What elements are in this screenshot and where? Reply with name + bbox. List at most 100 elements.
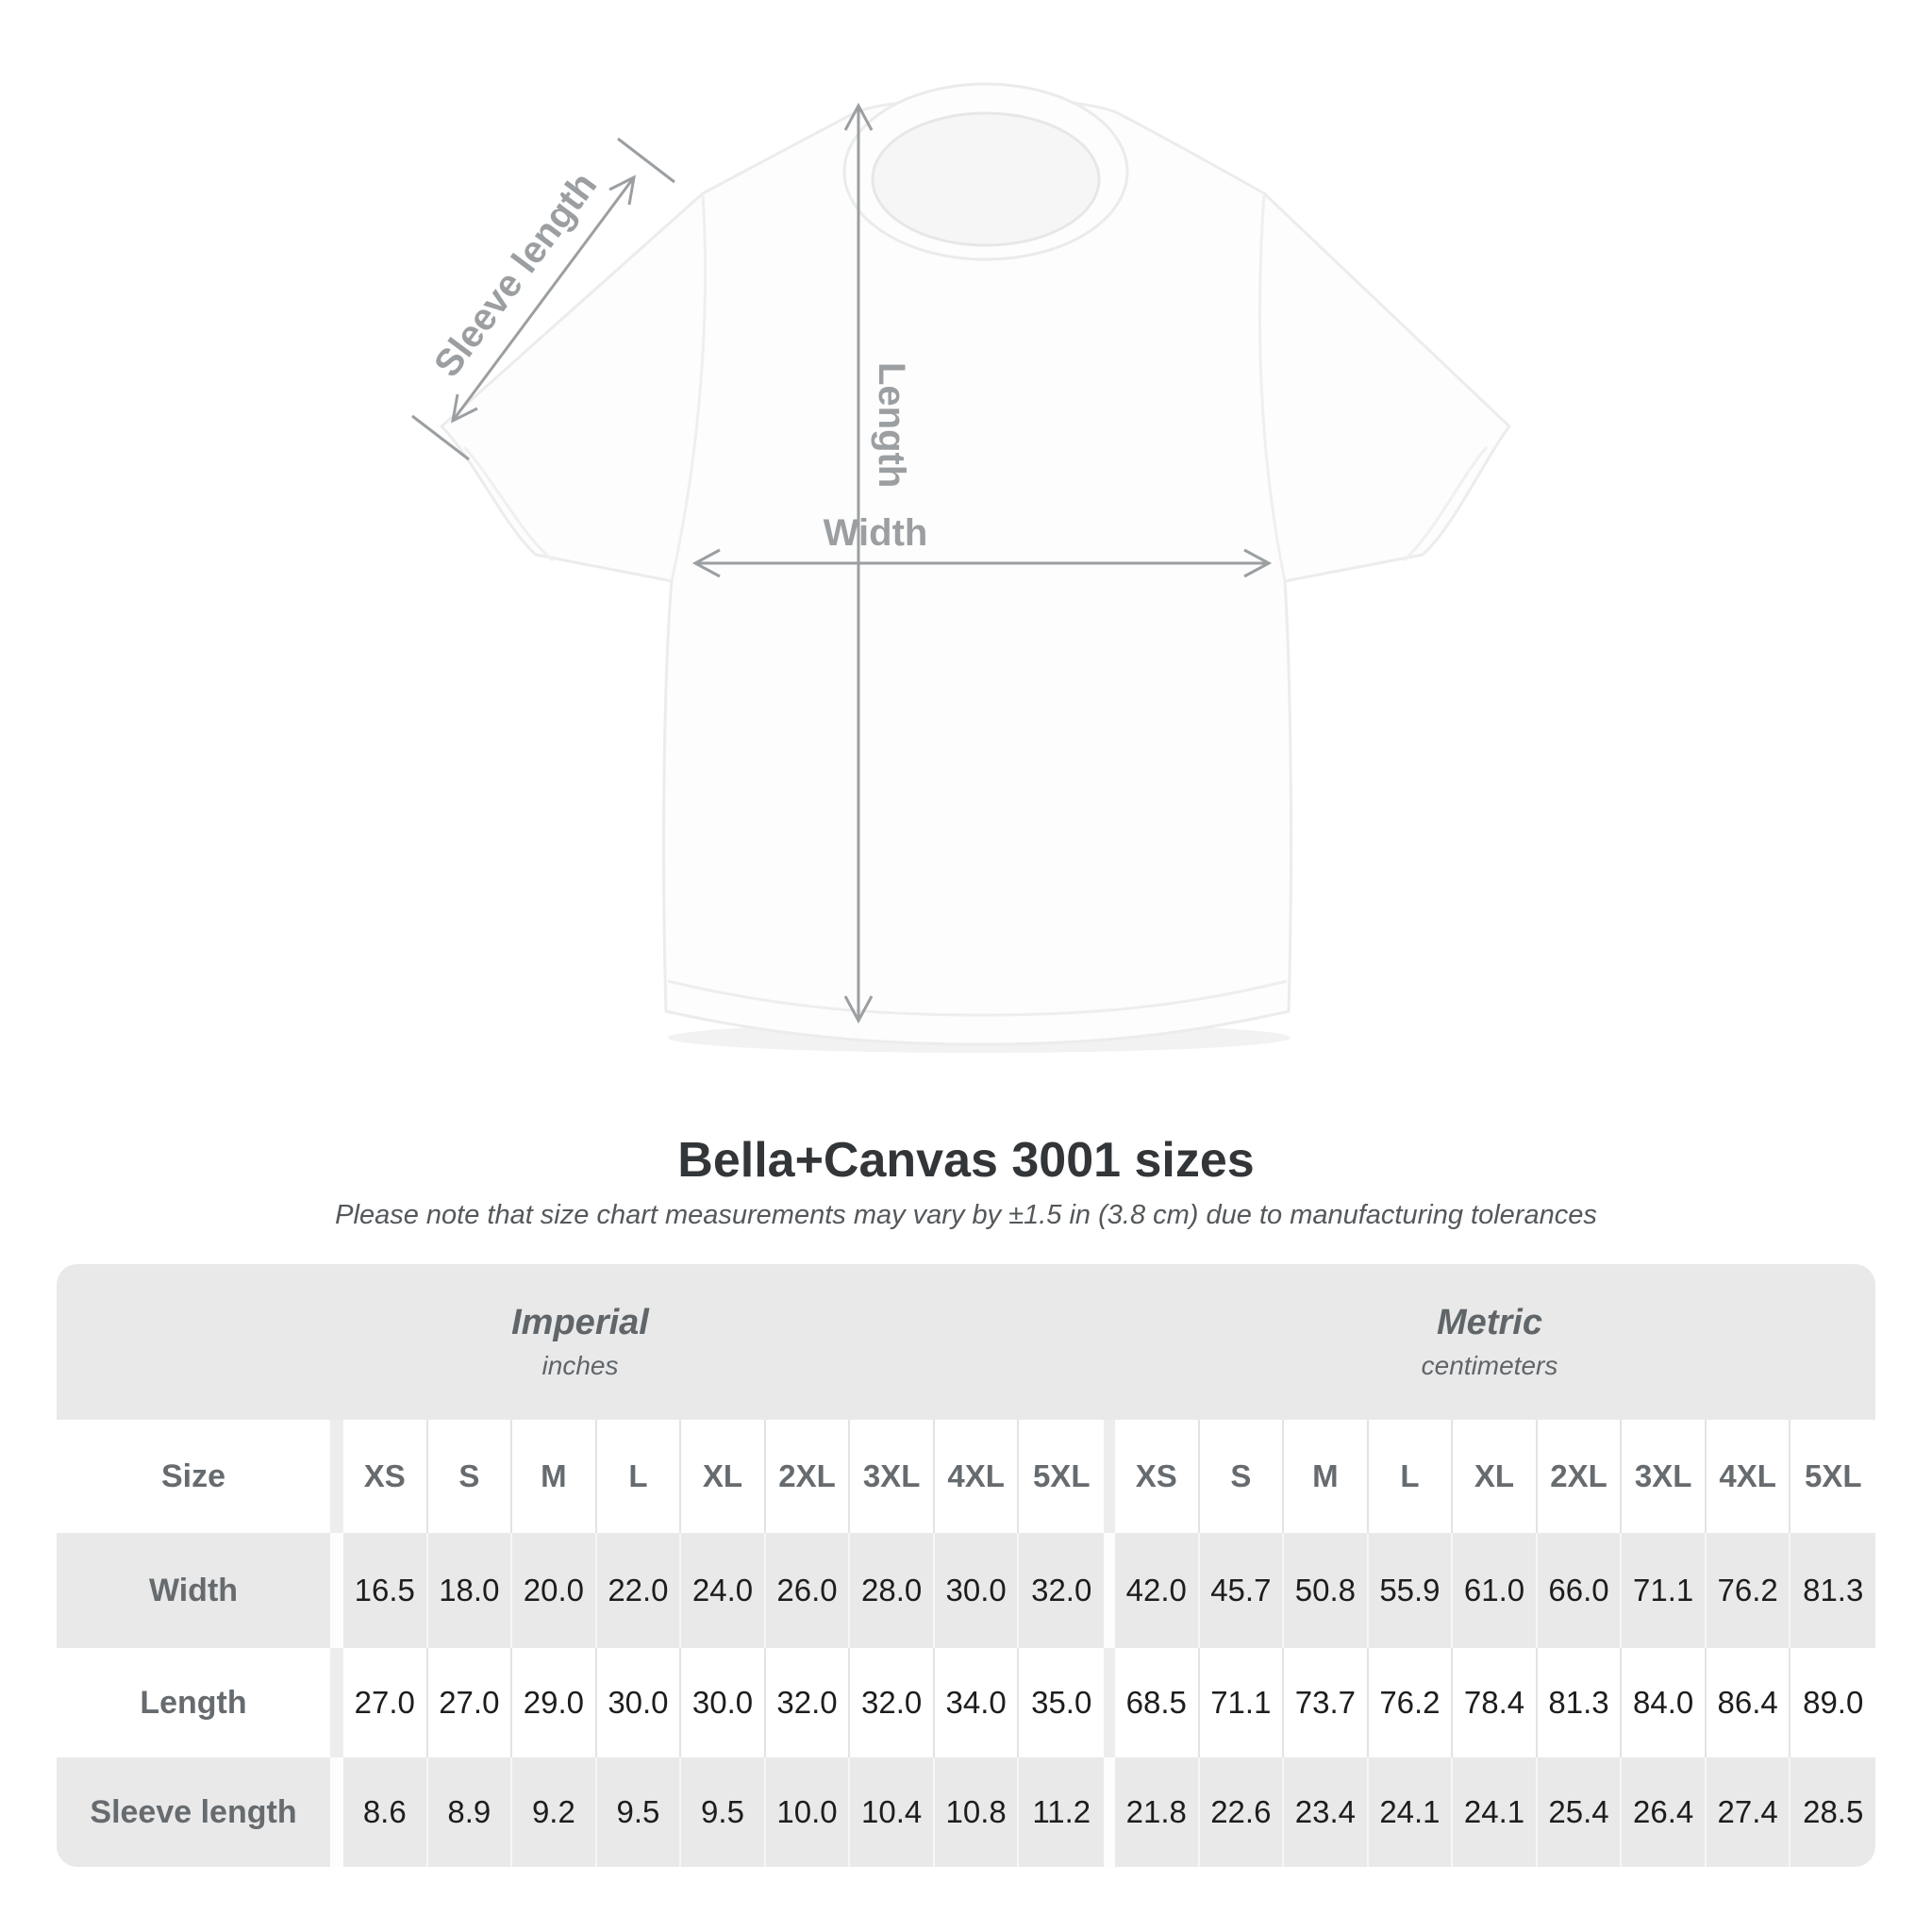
right-sleeve-hem <box>1403 446 1489 562</box>
imperial-sublabel: inches <box>541 1351 619 1380</box>
value-cell: 11.2 <box>1032 1794 1091 1829</box>
value-cell: 32.0 <box>765 1648 851 1757</box>
right-sleeve-seam <box>1257 194 1287 582</box>
size-col-header: XL <box>1453 1420 1538 1533</box>
value-cell: 26.0 <box>766 1533 851 1648</box>
value-cell: 10.0 <box>766 1757 851 1867</box>
size-col-header: 5XL <box>1790 1420 1875 1533</box>
value-cell: 8.9 <box>428 1757 513 1867</box>
value-cell: 25.4 <box>1538 1757 1623 1867</box>
value-cell: 89.0 <box>1790 1648 1875 1757</box>
row-label: Sleeve length <box>90 1793 297 1830</box>
size-col-header: 4XL <box>1706 1420 1791 1533</box>
column-gap <box>330 1648 343 1757</box>
size-col-header: L <box>1368 1420 1454 1533</box>
imperial-header: Imperial inches <box>57 1264 1104 1420</box>
size-col-header: M <box>1284 1420 1369 1533</box>
column-gap <box>1104 1420 1115 1533</box>
value-cell: 24.1 <box>1453 1757 1538 1867</box>
size-col-header: M <box>512 1420 597 1533</box>
value-cell: 30.0 <box>935 1533 1020 1648</box>
size-col-header: XS <box>1115 1420 1200 1533</box>
value-cell: 35.0 <box>1019 1648 1104 1757</box>
value-cell: 66.0 <box>1538 1533 1623 1648</box>
value-cell: 28.5 <box>1803 1794 1864 1829</box>
width-measure-arrow <box>691 548 1273 578</box>
value-cell: 9.5 <box>597 1757 682 1867</box>
size-col-header: 2XL <box>1537 1420 1623 1533</box>
value-cell: 30.0 <box>681 1648 766 1757</box>
value-cell: 61.0 <box>1453 1533 1538 1648</box>
value-cell: 22.0 <box>597 1533 682 1648</box>
collar-inner <box>871 111 1101 247</box>
size-header-row: Size XS S M L XL 2XL 3XL 4XL 5XL XS S M … <box>57 1420 1875 1533</box>
value-cell: 10.8 <box>935 1757 1020 1867</box>
value-cell: 21.8 <box>1115 1757 1200 1867</box>
column-gap <box>330 1533 343 1648</box>
value-cell: 71.1 <box>1622 1533 1707 1648</box>
value-cell: 55.9 <box>1369 1533 1454 1648</box>
imperial-label: Imperial <box>511 1303 649 1342</box>
value-cell: 18.0 <box>428 1533 513 1648</box>
value-cell: 27.0 <box>427 1648 513 1757</box>
value-cell: 29.0 <box>512 1648 597 1757</box>
size-col-header: L <box>596 1420 682 1533</box>
metric-sublabel: centimeters <box>1421 1351 1558 1380</box>
value-cell: 30.0 <box>596 1648 682 1757</box>
value-cell: 81.3 <box>1803 1573 1864 1607</box>
column-gap <box>330 1757 343 1867</box>
value-cell: 32.0 <box>1031 1573 1092 1607</box>
value-cell: 22.6 <box>1200 1757 1285 1867</box>
value-cell: 84.0 <box>1622 1648 1707 1757</box>
bottom-hem-line <box>667 979 1288 1017</box>
column-gap <box>1104 1757 1115 1867</box>
size-col-header: S <box>1199 1420 1285 1533</box>
table-row-width: Width 16.5 18.0 20.0 22.0 24.0 26.0 28.0… <box>57 1533 1875 1648</box>
value-cell: 24.0 <box>681 1533 766 1648</box>
table-row-length: Length 27.0 27.0 29.0 30.0 30.0 32.0 32.… <box>57 1648 1875 1757</box>
value-cell: 27.4 <box>1707 1757 1791 1867</box>
value-cell: 9.2 <box>512 1757 597 1867</box>
value-cell: 26.4 <box>1622 1757 1707 1867</box>
size-col-header: S <box>427 1420 513 1533</box>
value-cell: 8.6 <box>343 1757 428 1867</box>
value-cell: 86.4 <box>1706 1648 1791 1757</box>
value-cell: 10.4 <box>850 1757 935 1867</box>
left-sleeve-seam <box>670 194 708 582</box>
unit-header-band: Imperial inches Metric centimeters <box>57 1264 1875 1420</box>
page-subtitle: Please note that size chart measurements… <box>335 1200 1597 1230</box>
table-row-sleeve-length: Sleeve length 8.6 8.9 9.2 9.5 9.5 10.0 1… <box>57 1757 1875 1867</box>
width-label: Width <box>824 512 928 554</box>
value-cell: 28.0 <box>850 1533 935 1648</box>
value-cell: 76.2 <box>1368 1648 1454 1757</box>
value-cell: 24.1 <box>1369 1757 1454 1867</box>
value-cell: 71.1 <box>1199 1648 1285 1757</box>
value-cell: 76.2 <box>1707 1533 1791 1648</box>
value-cell: 78.4 <box>1453 1648 1538 1757</box>
metric-header: Metric centimeters <box>1104 1264 1875 1420</box>
value-cell: 34.0 <box>934 1648 1020 1757</box>
page-title: Bella+Canvas 3001 sizes <box>677 1133 1255 1188</box>
value-cell: 32.0 <box>850 1648 935 1757</box>
column-gap <box>330 1420 343 1533</box>
sleeve-length-measure-arrow <box>411 137 675 461</box>
size-table: Imperial inches Metric centimeters Size … <box>57 1264 1875 1867</box>
column-gap <box>1104 1648 1115 1757</box>
tshirt-measurement-diagram: Length Width Sleeve length <box>411 82 1511 1053</box>
row-label: Width <box>148 1572 239 1608</box>
size-col-header: 2XL <box>765 1420 851 1533</box>
value-cell: 42.0 <box>1115 1533 1200 1648</box>
value-cell: 16.5 <box>343 1533 428 1648</box>
size-col-header: 3XL <box>1622 1420 1707 1533</box>
value-cell: 45.7 <box>1200 1533 1285 1648</box>
row-label: Length <box>57 1648 330 1757</box>
length-label: Length <box>871 362 912 488</box>
size-col-header: 3XL <box>850 1420 935 1533</box>
size-col-header: 4XL <box>934 1420 1020 1533</box>
column-gap <box>1104 1533 1115 1648</box>
value-cell: 23.4 <box>1284 1757 1369 1867</box>
size-col-header: XL <box>681 1420 766 1533</box>
size-col-header: XS <box>343 1420 428 1533</box>
size-col-header: 5XL <box>1019 1420 1104 1533</box>
